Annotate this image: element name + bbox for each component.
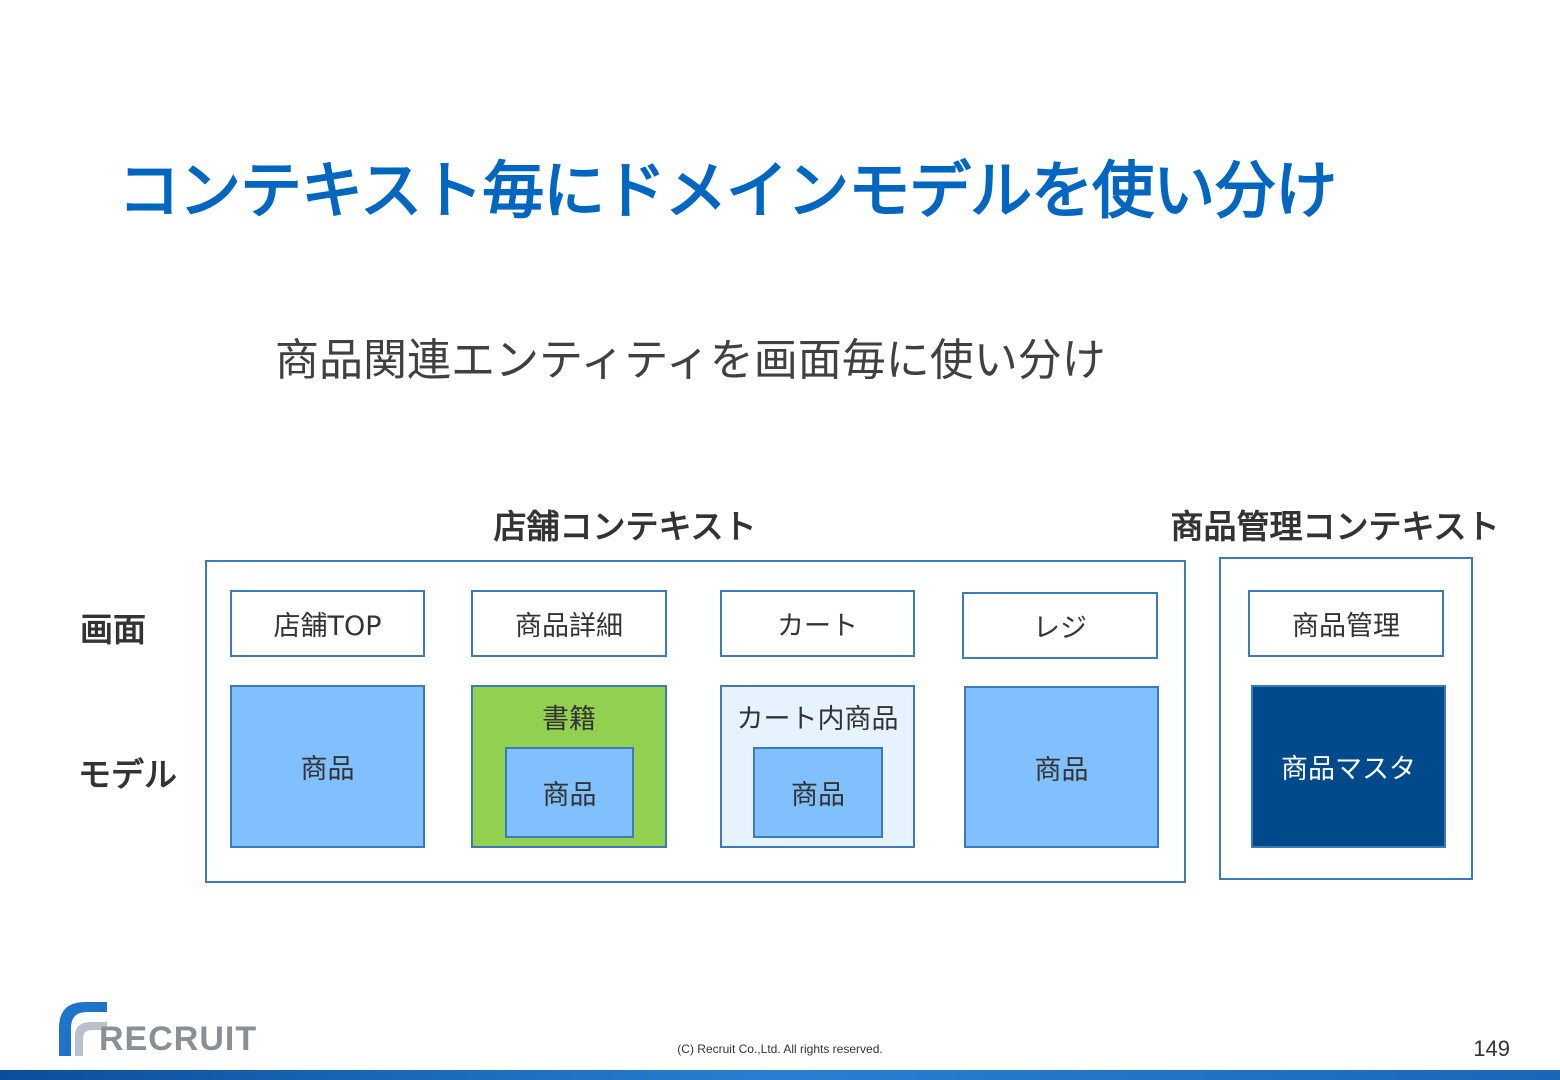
model-product-register: 商品: [964, 686, 1159, 848]
page-number: 149: [1473, 1036, 1510, 1061]
footer-bar: [0, 1070, 1560, 1080]
recruit-logo: RECRUIT: [55, 998, 290, 1060]
slide-title: コンテキスト毎にドメインモデルを使い分け: [118, 154, 1337, 227]
model-row-label: モデル: [78, 755, 177, 794]
screen-product-management-label: 商品管理: [1292, 611, 1400, 642]
model-product-in-cart: 商品: [753, 747, 883, 838]
model-product-in-book-label: 商品: [542, 780, 597, 811]
screen-cart: カート: [720, 590, 915, 657]
screen-register-label: レジ: [1033, 613, 1087, 644]
product-mgmt-context-label: 商品管理コンテキスト: [1170, 507, 1500, 546]
screen-store-top-label: 店舗TOP: [273, 611, 382, 642]
model-cart-item-label: カート内商品: [736, 704, 899, 735]
model-product-register-label: 商品: [1034, 754, 1089, 786]
screen-cart-label: カート: [777, 611, 858, 642]
model-product-master: 商品マスタ: [1251, 685, 1446, 848]
model-book-label: 書籍: [542, 704, 596, 735]
screen-product-management: 商品管理: [1248, 590, 1444, 657]
model-book: 書籍 商品: [471, 685, 667, 848]
screen-product-detail: 商品詳細: [471, 590, 667, 657]
screen-row-label: 画面: [80, 610, 146, 649]
screen-register: レジ: [962, 592, 1158, 659]
model-cart-item: カート内商品 商品: [720, 685, 915, 848]
slide-subtitle: 商品関連エンティティを画面毎に使い分け: [275, 335, 1106, 386]
screen-store-top: 店舗TOP: [230, 590, 425, 657]
copyright-text: (C) Recruit Co.,Ltd. All rights reserved…: [677, 1042, 883, 1056]
model-product-master-label: 商品マスタ: [1281, 754, 1416, 785]
model-product-in-book: 商品: [505, 747, 634, 838]
model-product-store-top-label: 商品: [300, 754, 355, 785]
model-product-in-cart-label: 商品: [791, 780, 845, 811]
screen-product-detail-label: 商品詳細: [515, 611, 623, 642]
recruit-logo-mark-icon: [59, 1002, 107, 1056]
model-product-store-top: 商品: [230, 685, 425, 848]
store-context-label: 店舗コンテキスト: [493, 507, 757, 546]
recruit-logo-text: RECRUIT: [99, 1020, 258, 1058]
